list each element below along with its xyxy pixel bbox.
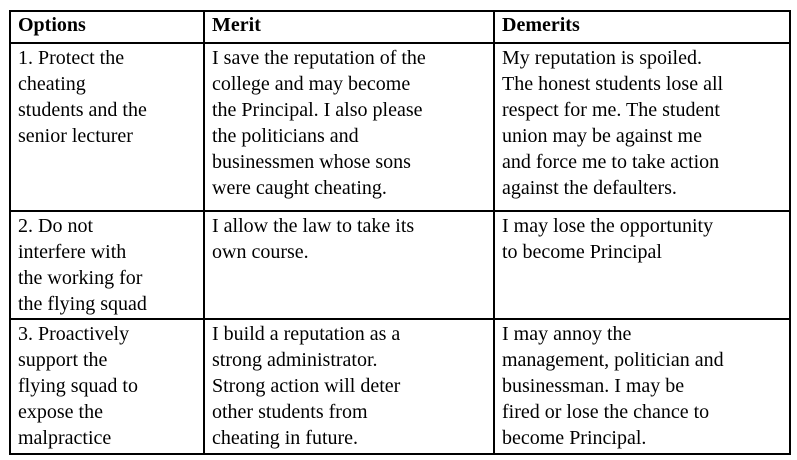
cell-row2-demerits: I may lose the opportunity to become Pri… [493, 210, 791, 320]
header-options: Options [9, 10, 205, 44]
table-row: 2. Do not interfere with the working for… [9, 210, 791, 320]
header-merit: Merit [203, 10, 495, 44]
cell-row2-merit: I allow the law to take its own course. [203, 210, 495, 320]
table-header-row: Options Merit Demerits [9, 10, 791, 44]
options-merit-demerits-table: Options Merit Demerits 1. Protect the ch… [9, 10, 791, 455]
cell-row3-merit: I build a reputation as a strong adminis… [203, 318, 495, 455]
cell-row1-options: 1. Protect the cheating students and the… [9, 42, 205, 212]
table-row: 1. Protect the cheating students and the… [9, 42, 791, 212]
cell-row3-options: 3. Proactively support the flying squad … [9, 318, 205, 455]
cell-row2-options: 2. Do not interfere with the working for… [9, 210, 205, 320]
cell-row3-demerits: I may annoy the management, politician a… [493, 318, 791, 455]
header-demerits: Demerits [493, 10, 791, 44]
cell-row1-merit: I save the reputation of the college and… [203, 42, 495, 212]
cell-row1-demerits: My reputation is spoiled. The honest stu… [493, 42, 791, 212]
table-row: 3. Proactively support the flying squad … [9, 318, 791, 455]
